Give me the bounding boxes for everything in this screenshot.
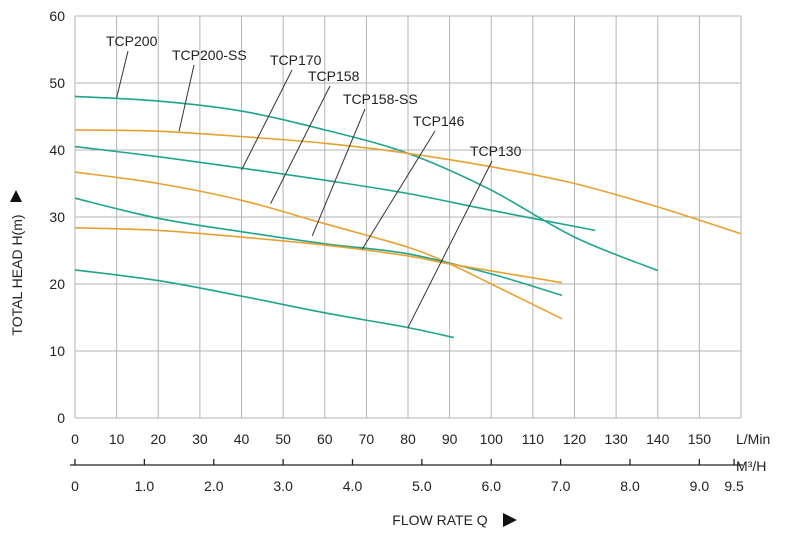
x-tick-label-m3h: 8.0	[620, 478, 640, 494]
x-tick-label-lmin: 60	[317, 431, 333, 447]
y-tick-label: 50	[49, 75, 65, 91]
x-tick-label-lmin: 80	[400, 431, 416, 447]
y-tick-label: 20	[49, 276, 65, 292]
series-layer	[74, 95, 742, 339]
x-tick-label-lmin: 150	[688, 431, 712, 447]
x-axis-title-arrow	[503, 513, 517, 527]
callout-leader	[178, 64, 195, 132]
callout-leader	[311, 108, 366, 236]
series-line-tcp170	[74, 145, 596, 232]
x-unit-secondary: M³/H	[736, 458, 766, 474]
x-tick-label-m3h: 9.0	[690, 478, 710, 494]
x-tick-label-m3h: 6.0	[482, 478, 502, 494]
series-line-tcp158	[74, 171, 563, 320]
x-tick-label-lmin: 50	[275, 431, 291, 447]
callout-leader	[116, 50, 129, 98]
x-tick-label-m3h: 4.0	[343, 478, 363, 494]
x-axis-title: FLOW RATE Q	[392, 512, 488, 528]
series-label-tcp200: TCP200	[106, 33, 158, 49]
series-label-tcp170: TCP170	[270, 52, 322, 68]
x-tick-label-m3h: 2.0	[204, 478, 224, 494]
x-tick-label-lmin: 100	[480, 431, 504, 447]
y-tick-label: 10	[49, 343, 65, 359]
x-tick-label-lmin: 130	[604, 431, 628, 447]
callout-leader	[270, 85, 331, 204]
x-tick-label-m3h: 3.0	[273, 478, 293, 494]
x-tick-label-lmin: 10	[109, 431, 125, 447]
x-tick-label-lmin: 20	[150, 431, 166, 447]
callout-leader	[361, 130, 436, 250]
series-label-tcp200-ss: TCP200-SS	[172, 47, 247, 63]
callout-leader	[407, 160, 493, 328]
series-label-tcp158-ss: TCP158-SS	[343, 91, 418, 107]
series-label-tcp146: TCP146	[413, 113, 465, 129]
callout-leader	[241, 69, 293, 171]
x-tick-label-m3h: 7.0	[551, 478, 571, 494]
series-label-tcp158: TCP158	[308, 68, 360, 84]
x-tick-label-lmin: 0	[71, 431, 79, 447]
x-tick-label-lmin: 40	[234, 431, 250, 447]
x-tick-label-lmin: 70	[359, 431, 375, 447]
x-tick-label-m3h: 5.0	[412, 478, 432, 494]
series-label-tcp130: TCP130	[470, 143, 522, 159]
series-line-tcp146	[74, 226, 563, 284]
y-tick-label: 60	[49, 8, 65, 24]
axes: 0 10 20 30 40 50 60 0 10 20 30 40 50 60 70 80 90 100 110 12…	[49, 8, 744, 494]
x-tick-label-m3h: 0	[71, 478, 79, 494]
series-line-tcp130	[74, 269, 454, 339]
x-tick-label-lmin: 90	[442, 431, 458, 447]
y-axis-title-arrow	[10, 190, 22, 202]
series-line-tcp200	[74, 95, 659, 272]
x-tick-label-lmin: 140	[646, 431, 670, 447]
y-tick-label: 30	[49, 209, 65, 225]
x-tick-label-m3h: 9.5	[724, 478, 744, 494]
y-axis-title: TOTAL HEAD H(m)	[9, 214, 25, 335]
series-line-tcp158-ss	[74, 197, 563, 297]
y-tick-label: 0	[57, 410, 65, 426]
x-tick-label-lmin: 120	[563, 431, 587, 447]
y-tick-label: 40	[49, 142, 65, 158]
x-tick-label-lmin: 110	[522, 431, 545, 447]
grid	[74, 15, 742, 419]
series-line-tcp200-ss	[74, 129, 742, 235]
x-tick-label-m3h: 1.0	[135, 478, 155, 494]
x-tick-label-lmin: 30	[192, 431, 208, 447]
x-unit-primary: L/Min	[736, 431, 770, 447]
